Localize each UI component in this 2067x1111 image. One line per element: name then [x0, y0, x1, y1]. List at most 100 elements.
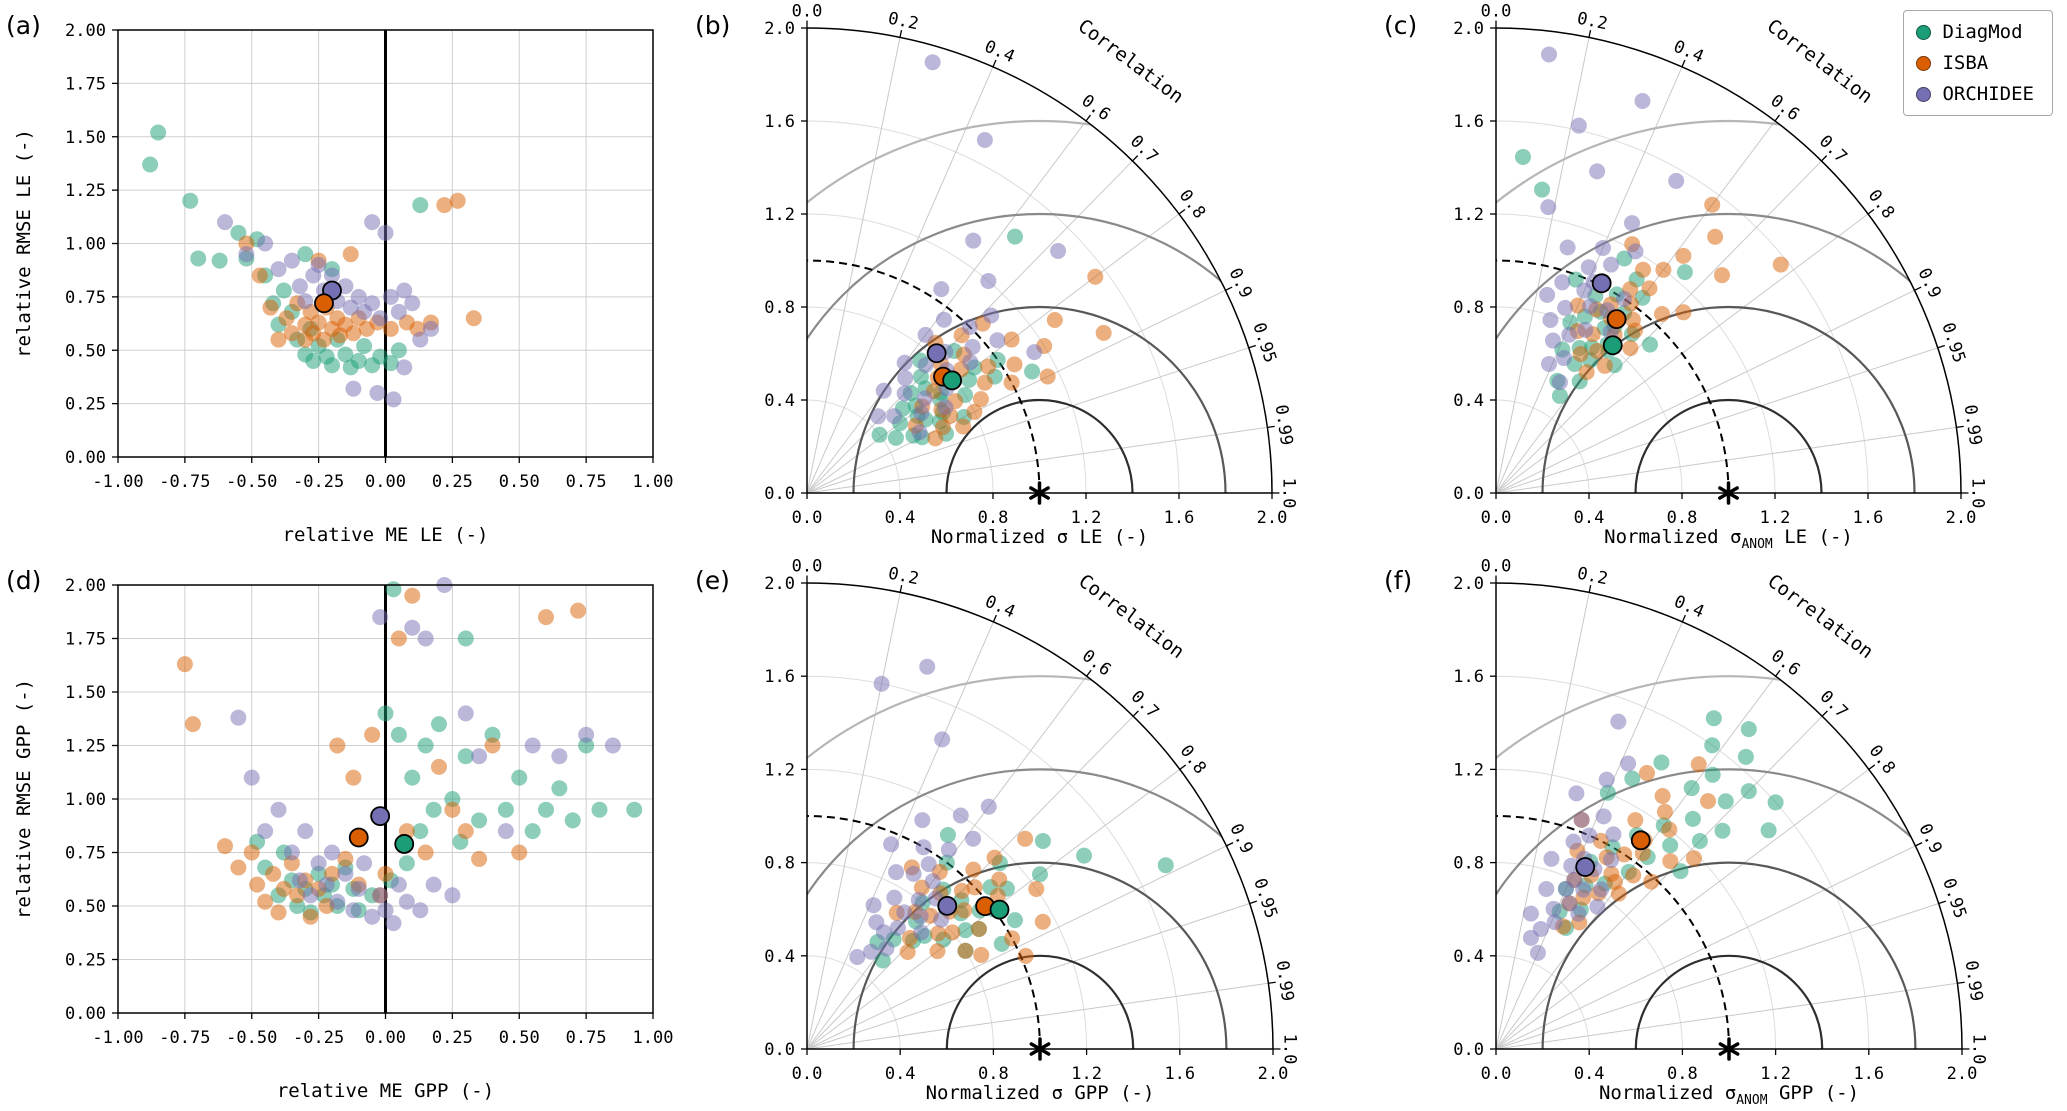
svg-text:0.00: 0.00 [65, 1004, 106, 1024]
svg-text:0.4: 0.4 [1574, 508, 1605, 528]
mean-ORCHIDEE [926, 343, 947, 364]
mean-ORCHIDEE [1591, 273, 1612, 294]
svg-text:(d): (d) [6, 566, 41, 595]
panel-f: 0.0 0.2 0.4 0.6 0.7 0.8 0.9 0.95 0.99 1.0 Correlat… [1378, 555, 2067, 1111]
svg-text:0.8: 0.8 [1453, 854, 1484, 874]
svg-text:1.0: 1.0 [1967, 478, 1987, 509]
svg-text:(f): (f) [1384, 566, 1412, 595]
mean-DiagMod [1602, 335, 1623, 356]
svg-text:0.00: 0.00 [365, 1028, 406, 1048]
svg-text:0.4: 0.4 [885, 1064, 916, 1084]
svg-text:relative RMSE GPP (-): relative RMSE GPP (-) [13, 679, 35, 919]
legend: DiagMod ISBA ORCHIDEE [1903, 10, 2053, 116]
svg-text:0.0: 0.0 [764, 1040, 795, 1060]
svg-text:0.2: 0.2 [886, 564, 920, 590]
svg-text:0.95: 0.95 [1938, 876, 1970, 921]
isba-marker-icon [1916, 55, 1932, 71]
mean-ISBA [314, 293, 334, 314]
mean-DiagMod [394, 834, 415, 854]
svg-text:relative RMSE LE (-): relative RMSE LE (-) [13, 129, 35, 358]
svg-text:0.95: 0.95 [1248, 320, 1280, 365]
svg-text:0.6: 0.6 [1767, 646, 1804, 680]
svg-text:-0.25: -0.25 [293, 1028, 344, 1048]
svg-text:2.00: 2.00 [65, 576, 106, 596]
svg-text:1.00: 1.00 [65, 235, 106, 255]
svg-text:0.8: 0.8 [1176, 741, 1210, 778]
mean-DiagMod [942, 370, 963, 391]
series-ISBA [238, 192, 482, 348]
svg-text:0.2: 0.2 [886, 9, 920, 35]
panel-d-chart: -1.00 -0.75 -0.50 -0.25 0.00 0.25 0.50 0.75 1.00… [6, 566, 673, 1102]
svg-text:1.25: 1.25 [65, 181, 106, 201]
legend-item-isba: ISBA [1916, 52, 2034, 74]
svg-text:Normalized σ GPP (-): Normalized σ GPP (-) [926, 1082, 1155, 1104]
svg-text:0.50: 0.50 [65, 897, 106, 917]
panel-a-chart: -1.00 -0.75 -0.50 -0.25 0.00 0.25 0.50 0.75 1.00… [6, 11, 674, 546]
svg-text:1.2: 1.2 [764, 205, 795, 225]
svg-text:0.4: 0.4 [1453, 947, 1484, 967]
panel-d: -1.00 -0.75 -0.50 -0.25 0.00 0.25 0.50 0.75 1.00… [0, 555, 689, 1111]
panel-c: 0.0 0.2 0.4 0.6 0.7 0.8 0.9 0.95 0.99 1.0 Correlat… [1378, 0, 2067, 555]
svg-text:0.4: 0.4 [981, 37, 1017, 68]
svg-text:1.6: 1.6 [1164, 1064, 1195, 1084]
svg-text:0.25: 0.25 [65, 951, 106, 971]
svg-text:1.00: 1.00 [65, 790, 106, 810]
svg-text:1.00: 1.00 [633, 472, 674, 492]
panel-e-chart: 0.0 0.20.40.60.70.80.90.950.991.0Correlat… [695, 557, 1299, 1104]
svg-text:0.8: 0.8 [1865, 741, 1899, 778]
legend-item-orchidee: ORCHIDEE [1916, 83, 2034, 105]
svg-text:0.75: 0.75 [566, 472, 607, 492]
svg-text:1.25: 1.25 [65, 737, 106, 757]
mean-ISBA [1630, 830, 1651, 851]
panel-e: 0.0 0.2 0.4 0.6 0.7 0.8 0.9 0.95 0.99 1.0 Correlat… [689, 555, 1378, 1111]
svg-text:0.95: 0.95 [1249, 876, 1281, 921]
svg-text:0.00: 0.00 [365, 472, 406, 492]
panel-b: 0.0 0.2 0.4 0.6 0.7 0.8 0.9 0.95 0.99 1.0 Correlat… [689, 0, 1378, 555]
svg-text:0.9: 0.9 [1913, 265, 1944, 301]
svg-text:(a): (a) [6, 11, 41, 40]
svg-text:0.0: 0.0 [792, 557, 823, 577]
svg-text:1.0: 1.0 [1278, 478, 1298, 509]
svg-text:-1.00: -1.00 [92, 472, 143, 492]
svg-text:0.2: 0.2 [1575, 564, 1609, 590]
svg-text:-1.00: -1.00 [92, 1028, 143, 1048]
svg-text:1.6: 1.6 [764, 112, 795, 132]
svg-text:0.50: 0.50 [499, 472, 540, 492]
svg-text:0.8: 0.8 [764, 854, 795, 874]
svg-text:-0.50: -0.50 [226, 1028, 277, 1048]
reference-star-marker [1718, 1042, 1740, 1056]
svg-text:0.0: 0.0 [1481, 1064, 1512, 1084]
svg-text:Normalized σ LE (-): Normalized σ LE (-) [931, 526, 1148, 548]
svg-text:1.2: 1.2 [1453, 760, 1484, 780]
svg-text:1.75: 1.75 [65, 74, 106, 94]
svg-text:0.4: 0.4 [1574, 1064, 1605, 1084]
svg-text:1.2: 1.2 [1760, 1064, 1791, 1084]
svg-text:2.0: 2.0 [1257, 508, 1288, 528]
svg-text:0.4: 0.4 [982, 592, 1018, 623]
reference-star-marker [1029, 486, 1050, 500]
mean-ISBA [348, 827, 369, 848]
svg-text:0.99: 0.99 [1271, 403, 1297, 446]
svg-text:0.0: 0.0 [792, 2, 823, 22]
svg-text:0.50: 0.50 [499, 1028, 540, 1048]
svg-text:0.2: 0.2 [1575, 9, 1609, 35]
mean-ORCHIDEE [370, 806, 391, 827]
svg-text:0.75: 0.75 [65, 288, 106, 308]
panel-a: -1.00 -0.75 -0.50 -0.25 0.00 0.25 0.50 0.75 1.00… [0, 0, 689, 555]
svg-text:1.6: 1.6 [1164, 508, 1195, 528]
svg-text:-0.50: -0.50 [226, 472, 277, 492]
svg-text:Normalized σANOM LE (-): Normalized σANOM LE (-) [1604, 526, 1853, 552]
svg-text:0.75: 0.75 [65, 844, 106, 864]
mean-ORCHIDEE [1575, 857, 1596, 877]
mean-DiagMod [989, 899, 1010, 920]
svg-text:0.95: 0.95 [1937, 320, 1969, 365]
diagmod-marker-icon [1916, 24, 1932, 40]
svg-text:0.8: 0.8 [978, 508, 1009, 528]
svg-text:1.0: 1.0 [1968, 1034, 1988, 1065]
mean-ISBA [1606, 309, 1627, 330]
svg-text:(e): (e) [695, 566, 730, 595]
svg-text:0.4: 0.4 [1453, 391, 1484, 411]
svg-text:1.6: 1.6 [1853, 1064, 1884, 1084]
